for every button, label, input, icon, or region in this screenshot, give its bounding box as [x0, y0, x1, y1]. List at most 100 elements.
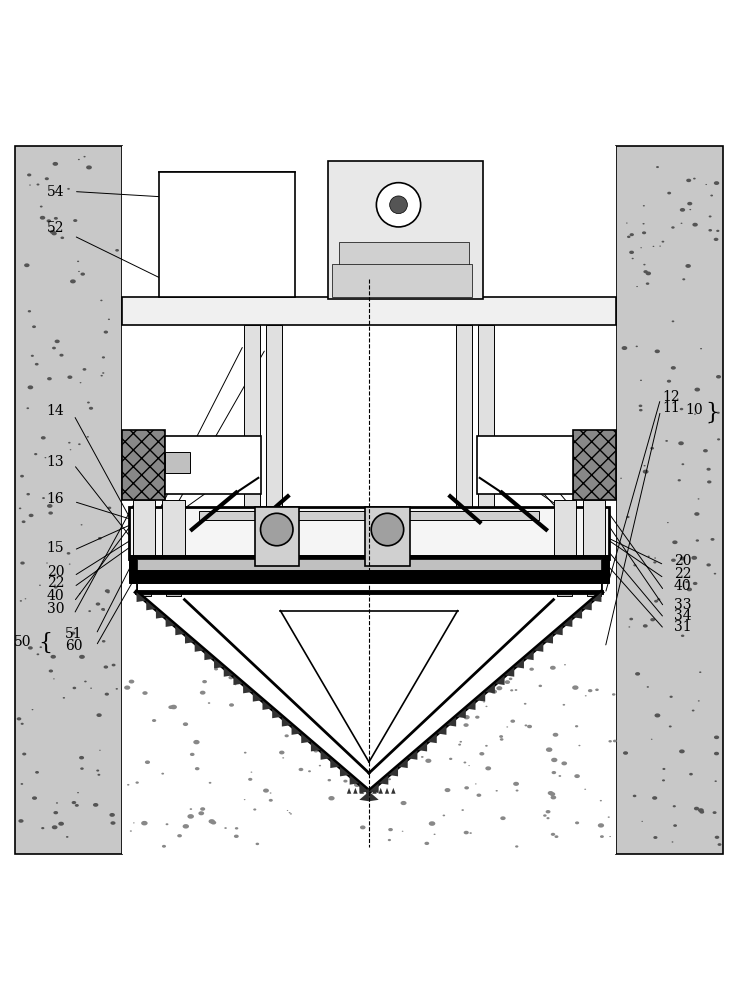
Ellipse shape	[672, 805, 676, 807]
Ellipse shape	[77, 792, 79, 793]
Ellipse shape	[24, 263, 30, 267]
Ellipse shape	[588, 689, 593, 692]
Ellipse shape	[694, 512, 700, 516]
Ellipse shape	[717, 438, 720, 440]
Ellipse shape	[371, 775, 373, 776]
Ellipse shape	[681, 463, 684, 465]
Ellipse shape	[343, 780, 348, 783]
Ellipse shape	[89, 610, 91, 612]
Ellipse shape	[696, 539, 699, 542]
Ellipse shape	[53, 678, 55, 679]
Ellipse shape	[116, 688, 118, 690]
Bar	[137, 574, 151, 596]
Ellipse shape	[183, 722, 188, 726]
Ellipse shape	[638, 405, 642, 407]
Ellipse shape	[55, 340, 60, 343]
Ellipse shape	[340, 695, 345, 698]
Circle shape	[376, 183, 421, 227]
Bar	[332, 264, 472, 297]
Ellipse shape	[505, 680, 510, 684]
Ellipse shape	[513, 782, 519, 786]
Ellipse shape	[477, 794, 481, 797]
Bar	[587, 574, 601, 596]
Ellipse shape	[706, 184, 707, 185]
Bar	[166, 574, 181, 596]
Bar	[244, 325, 260, 517]
Ellipse shape	[53, 811, 58, 814]
Ellipse shape	[279, 751, 285, 754]
Ellipse shape	[109, 813, 115, 817]
Ellipse shape	[708, 215, 711, 217]
Polygon shape	[359, 788, 364, 794]
Ellipse shape	[66, 552, 70, 555]
Ellipse shape	[21, 723, 24, 725]
Ellipse shape	[209, 819, 215, 824]
Ellipse shape	[562, 704, 565, 706]
Ellipse shape	[574, 774, 580, 778]
Ellipse shape	[475, 783, 477, 784]
Polygon shape	[384, 788, 389, 794]
Ellipse shape	[399, 710, 404, 714]
Ellipse shape	[655, 349, 660, 353]
Ellipse shape	[141, 821, 148, 825]
Ellipse shape	[643, 223, 644, 225]
Ellipse shape	[22, 753, 27, 755]
Ellipse shape	[700, 810, 704, 814]
Ellipse shape	[692, 223, 698, 227]
Ellipse shape	[86, 165, 92, 169]
Ellipse shape	[551, 833, 555, 836]
Ellipse shape	[41, 436, 46, 440]
Ellipse shape	[717, 412, 720, 414]
Ellipse shape	[66, 836, 69, 838]
Ellipse shape	[516, 790, 519, 792]
Ellipse shape	[714, 752, 719, 755]
Ellipse shape	[80, 382, 81, 383]
Ellipse shape	[102, 372, 104, 374]
Ellipse shape	[371, 663, 374, 665]
Ellipse shape	[287, 810, 289, 811]
Ellipse shape	[299, 768, 303, 771]
Ellipse shape	[655, 713, 661, 717]
Ellipse shape	[72, 687, 76, 689]
Polygon shape	[372, 788, 376, 794]
Polygon shape	[379, 788, 383, 794]
Ellipse shape	[152, 719, 156, 722]
Polygon shape	[195, 642, 204, 652]
Ellipse shape	[52, 825, 58, 829]
Ellipse shape	[671, 226, 675, 229]
Ellipse shape	[650, 447, 654, 450]
Ellipse shape	[44, 457, 46, 458]
Ellipse shape	[584, 789, 586, 790]
Ellipse shape	[543, 814, 547, 817]
Polygon shape	[427, 733, 437, 743]
Polygon shape	[272, 708, 282, 718]
Circle shape	[371, 513, 404, 546]
Ellipse shape	[296, 714, 299, 716]
Ellipse shape	[671, 559, 676, 562]
Ellipse shape	[613, 740, 617, 742]
Ellipse shape	[716, 230, 720, 232]
Ellipse shape	[698, 808, 704, 812]
Ellipse shape	[545, 810, 551, 813]
Ellipse shape	[282, 757, 284, 759]
Polygon shape	[553, 625, 563, 635]
Ellipse shape	[672, 320, 675, 322]
Ellipse shape	[103, 331, 108, 334]
Text: 40: 40	[674, 579, 692, 593]
Ellipse shape	[610, 836, 611, 837]
Polygon shape	[456, 708, 466, 718]
Ellipse shape	[575, 821, 579, 824]
Ellipse shape	[429, 821, 435, 826]
Ellipse shape	[27, 385, 33, 389]
Ellipse shape	[669, 725, 672, 727]
Polygon shape	[252, 692, 263, 702]
Bar	[165, 452, 190, 473]
Ellipse shape	[706, 563, 711, 566]
Ellipse shape	[80, 273, 85, 276]
Text: 16: 16	[46, 492, 64, 506]
Ellipse shape	[677, 479, 681, 481]
Polygon shape	[204, 650, 214, 660]
Text: 22: 22	[46, 576, 64, 590]
Ellipse shape	[162, 773, 164, 775]
Text: 15: 15	[46, 541, 64, 555]
